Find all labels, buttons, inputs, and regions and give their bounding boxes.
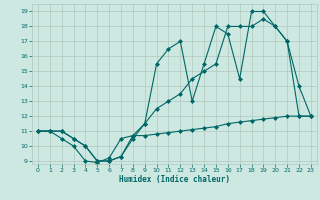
X-axis label: Humidex (Indice chaleur): Humidex (Indice chaleur) (119, 175, 230, 184)
